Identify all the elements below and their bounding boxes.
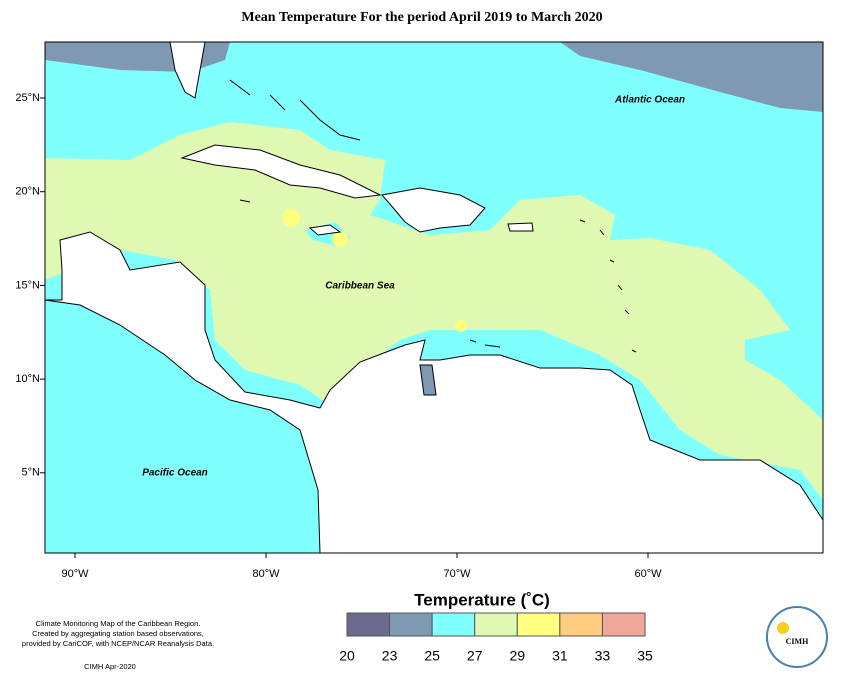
- legend-swatch: [559, 612, 603, 637]
- logo-text: CIMH: [786, 637, 809, 646]
- lon-label: 70°W: [443, 568, 471, 580]
- lat-label: 10°N: [15, 373, 40, 385]
- sea-29-31: [332, 231, 348, 247]
- footer-text: provided by CariCOF, with NCEP/NCAR Rean…: [22, 639, 214, 648]
- lat-label: 5°N: [22, 467, 41, 479]
- legend-tick-label: 25: [424, 648, 440, 664]
- legend-tick-label: 20: [339, 648, 355, 664]
- logo-sun: [777, 622, 789, 634]
- jamaica: [308, 224, 342, 236]
- legend-tick-label: 27: [467, 648, 483, 664]
- legend-tick-label: 29: [509, 648, 525, 664]
- title: Mean Temperature For the period April 20…: [241, 10, 602, 25]
- legend-swatch: [389, 612, 433, 637]
- map-frame: [44, 41, 824, 554]
- legend-tick-label: 31: [552, 648, 568, 664]
- hispaniola: [381, 187, 486, 233]
- lon-label: 80°W: [252, 568, 280, 580]
- sea-23-25: [560, 42, 823, 112]
- logo-ring: [766, 606, 828, 668]
- sea-25-27: [490, 172, 510, 192]
- legend-tick-label: 35: [637, 648, 653, 664]
- lon-label: 60°W: [634, 568, 662, 580]
- footer-text: Climate Monitoring Map of the Caribbean …: [36, 619, 201, 628]
- legend-tick-label: 33: [595, 648, 611, 664]
- lat-label: 15°N: [15, 279, 40, 291]
- map: [45, 42, 823, 553]
- legend-tick-label: 23: [382, 648, 398, 664]
- legend-swatch: [601, 612, 646, 637]
- legend-title: Temperature (˚C): [414, 590, 550, 609]
- footer-credit: CIMH Apr-2020: [84, 662, 136, 671]
- small-islands: [229, 79, 637, 353]
- florida: [169, 42, 206, 99]
- sea-29-31: [282, 209, 300, 227]
- legend-swatch: [431, 612, 476, 637]
- cuba: [180, 144, 382, 199]
- ocean-label: Atlantic Ocean: [614, 95, 685, 106]
- lat-label: 25°N: [15, 92, 40, 104]
- sea-29-31: [455, 320, 467, 332]
- lat-label: 20°N: [15, 186, 40, 198]
- ocean-label: Pacific Ocean: [142, 468, 208, 479]
- footer-text: Created by aggregating station based obs…: [32, 629, 204, 638]
- ocean-label: Caribbean Sea: [325, 281, 395, 292]
- lake-maracaibo: [419, 364, 437, 396]
- legend-swatch: [346, 612, 391, 637]
- legend-swatch: [474, 612, 518, 637]
- lon-label: 90°W: [61, 568, 89, 580]
- puerto-rico: [507, 222, 534, 232]
- legend-swatch: [516, 612, 561, 637]
